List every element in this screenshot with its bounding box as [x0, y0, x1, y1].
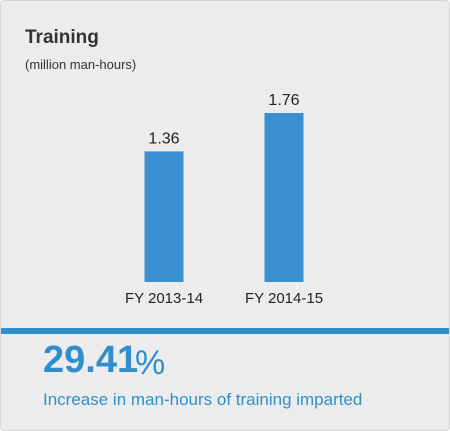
category-label-1: FY 2013-14	[125, 290, 203, 307]
increase-caption: Increase in man-hours of training impart…	[43, 390, 363, 409]
chart-title: Training	[25, 27, 99, 48]
increase-percentage-value: 29.41	[43, 339, 139, 381]
data-label-1: 1.36	[148, 130, 179, 147]
data-label-2: 1.76	[268, 92, 299, 109]
section-divider	[1, 328, 449, 334]
bar-chart: 1.36 FY 2013-14 1.76 FY 2014-15	[125, 92, 323, 307]
percent-sign: %	[135, 344, 166, 382]
chart-subtitle: (million man-hours)	[25, 57, 137, 72]
bar-1	[144, 151, 184, 282]
category-label-2: FY 2014-15	[245, 290, 323, 307]
bar-2	[264, 113, 304, 282]
